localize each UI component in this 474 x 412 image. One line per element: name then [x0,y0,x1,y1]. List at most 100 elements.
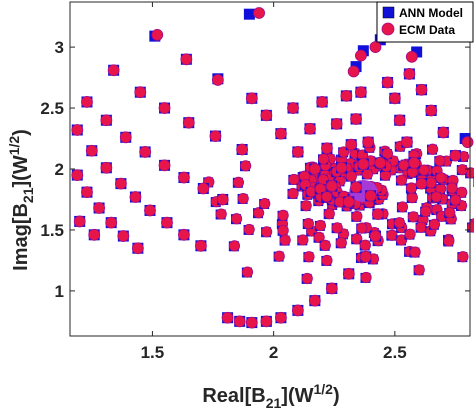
ecm-data-point [324,209,334,219]
ecm-data-point [234,316,245,327]
ecm-data-point [405,229,415,239]
ecm-data-point [94,203,105,214]
ecm-data-point [361,272,371,282]
ecm-data-point [410,247,420,257]
ecm-data-point [389,93,400,104]
ecm-data-point [427,144,437,154]
ecm-data-point [351,182,362,193]
ecm-data-point [346,171,356,181]
ecm-data-point [351,114,362,125]
ecm-data-point [462,137,473,148]
ecm-data-point [326,283,337,294]
ecm-data-point [414,265,424,275]
ecm-data-point [132,243,143,254]
ecm-data-point [315,220,325,230]
y-axis-title-main: Imag[B [10,203,32,271]
ecm-data-point [322,255,332,265]
ecm-data-point [253,208,263,218]
ecm-data-point [444,236,454,246]
y-axis-title-sub: 21 [20,187,36,203]
ecm-data-point [409,157,420,168]
y-tick-label: 3 [55,38,64,57]
ecm-data-point [288,103,299,114]
ecm-data-point [341,90,352,101]
ecm-data-point [106,217,117,228]
ecm-data-point [450,150,461,161]
ecm-data-point [212,75,223,86]
ecm-data-point [178,229,189,240]
ecm-data-point [406,51,417,62]
ecm-data-point [130,192,141,203]
ecm-data-point [152,29,163,40]
ecm-data-point [321,143,332,154]
ecm-data-point [360,240,370,250]
ecm-data-point [292,305,303,316]
ecm-data-point [309,164,320,175]
ecm-data-point [198,183,209,194]
ecm-data-point [435,156,445,166]
ecm-data-point [181,54,192,65]
ecm-data-point [240,161,250,171]
ecm-data-point [431,192,441,202]
ecm-data-point [355,87,366,98]
ecm-data-point [229,241,239,251]
ecm-data-point [118,231,129,242]
ecm-data-point [275,128,286,139]
ecm-data-point [358,159,369,170]
ecm-data-point [238,193,248,203]
ecm-data-point [426,178,436,188]
ecm-data-point [242,267,252,277]
y-axis-title-text: Imag[B21](W1/2) [6,129,36,271]
ecm-data-point [426,105,437,116]
ecm-data-point [292,146,303,157]
ecm-data-point [343,196,354,207]
ecm-data-point [261,316,272,327]
y-axis-title-mid: ](W [10,155,32,187]
x-axis-title-main: Real[B [202,385,265,407]
ecm-data-point [421,206,431,216]
ecm-data-point [372,209,383,220]
legend-ecm-marker [382,23,394,35]
ecm-data-point [140,146,151,157]
ecm-data-point [365,190,376,201]
legend-ecm-label: ECM Data [399,23,455,37]
ecm-data-point [309,295,320,306]
ecm-data-point [438,127,449,138]
ecm-data-point [352,211,362,221]
x-tick-label: 1.5 [141,343,165,362]
x-axis-title-sup: 1/2 [314,381,334,397]
ecm-data-point [222,312,233,323]
ecm-data-point [261,227,271,237]
ecm-data-point [363,137,374,148]
ecm-data-point [406,183,416,193]
ecm-data-point [447,183,457,193]
ecm-data-point [183,117,194,128]
ecm-data-point [457,164,467,174]
ecm-data-point [397,202,407,212]
x-axis-title: Real[B21](W1/2) [202,381,339,411]
ecm-data-point [237,144,248,155]
ecm-data-point [416,178,427,189]
ecm-data-point [429,219,439,229]
ecm-data-point [278,210,288,220]
ecm-data-point [407,192,417,202]
ecm-data-point [81,187,92,198]
ecm-data-point [419,165,429,175]
ecm-data-point [375,157,386,168]
ecm-data-point [320,240,330,250]
ecm-data-point [89,229,100,240]
ecm-data-point [458,252,468,262]
ecm-data-point [254,7,265,18]
ecm-data-point [387,230,397,240]
legend: ANN Model ECM Data [377,2,473,42]
x-axis-title-mid: ](W [281,385,313,407]
ecm-data-point [416,222,426,232]
ecm-data-point [332,223,342,233]
ecm-data-point [416,84,427,95]
ecm-data-point [260,198,270,208]
ecm-data-point [302,273,312,283]
ecm-data-point [317,96,328,107]
ecm-data-point [326,181,337,192]
ecm-data-point [370,231,381,242]
